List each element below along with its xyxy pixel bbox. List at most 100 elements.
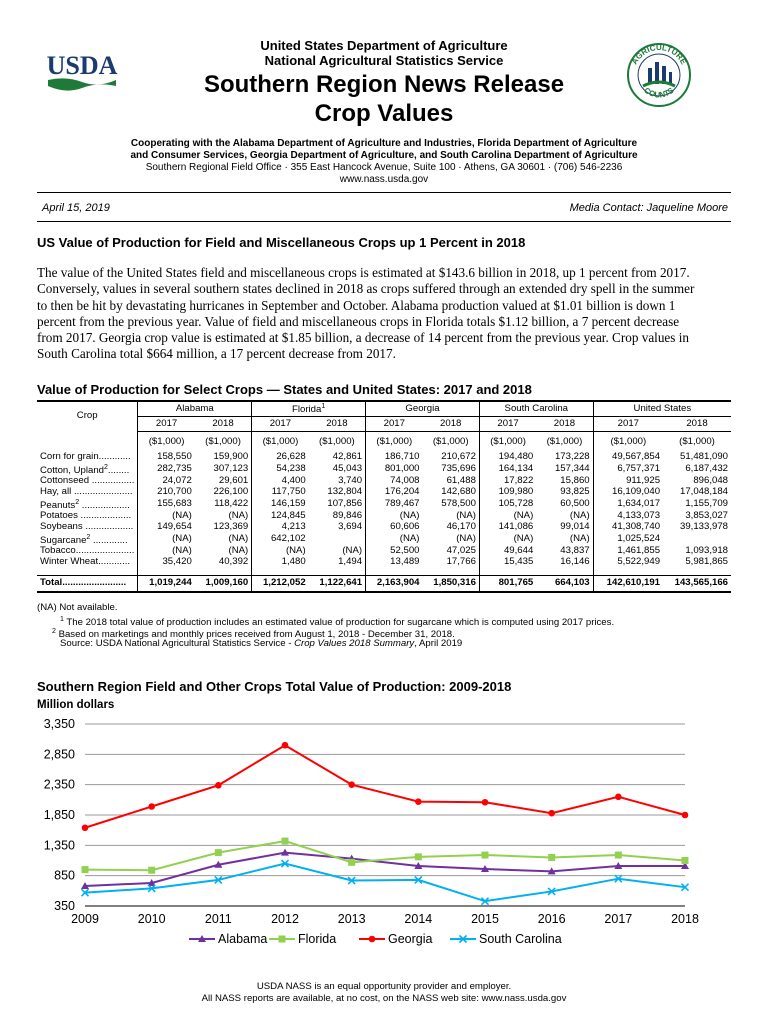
value-cell: (NA) [478,532,537,547]
y-tick-label: 350 [54,899,75,913]
value-cell: 93,825 [560,485,590,497]
total-value-cell: 143,565,166 [663,574,731,593]
crop-label: Sugarcane [40,534,87,546]
badge-text-bottom: COUNTS [642,85,676,99]
data-point-alabama [614,861,623,869]
crop-label: Peanuts [40,499,76,511]
value-cell: 13,489 [365,556,423,575]
value-cell: 124,845 [251,511,309,522]
value-cell: 49,567,854 [592,451,664,463]
year-header-row: 2017 2018 2017 2018 2017 2018 2017 2018 2017 2018 [37,416,731,432]
agency-name: United States Department of Agriculture [260,38,508,53]
data-point-alabama [547,867,556,875]
crop-label: Winter Wheat............ [40,555,131,567]
unit-cell: ($1,000) [478,431,537,452]
value-cell: 149,654 [137,521,195,533]
florida-footnote-mark: 1 [321,403,326,411]
legend-marker-florida [278,935,286,943]
value-cell: 735,696 [441,463,476,475]
value-cell: 74,008 [365,476,423,487]
series-line-alabama [84,851,685,887]
legend-marker-georgia [368,935,376,943]
value-cell: (NA) [456,510,476,522]
value-cell: 141,086 [478,521,537,533]
note-2-mark: 2 [52,628,56,635]
legend-label-georgia: Georgia [388,932,433,946]
x-tick-label: 2018 [671,912,699,926]
value-cell: 1,461,855 [592,546,664,557]
total-value-cell: 1,850,316 [422,574,480,593]
value-cell: 123,369 [213,520,249,532]
footnote-mark: 2 [75,498,80,506]
data-point-south-carolina [414,875,423,884]
legend-marker-alabama [198,935,206,942]
series-line-florida [84,840,686,872]
crop-label: Tobacco...................... [40,545,135,557]
state-header-united-states: United States [592,400,731,417]
crop-label: Soybeans .................. [40,520,134,532]
year-header: 2017 [365,416,423,432]
data-point-alabama [214,860,223,868]
office-address: Southern Regional Field Office · 355 Eas… [145,162,623,173]
y-tick-label: 3,350 [44,717,75,731]
year-header: 2018 [536,416,594,432]
year-header: 2018 [308,416,366,432]
year-header: 2018 [663,416,731,432]
release-subtitle: Crop Values [314,100,454,127]
data-point-alabama [147,878,156,886]
note-1-mark: 1 [60,616,64,623]
usda-logo: USDA [46,50,118,94]
crop-name: Cotton, Upland2........ [37,463,138,477]
value-cell: 158,550 [137,451,195,463]
value-cell: 6,757,371 [592,462,664,477]
value-cell: 789,467 [365,497,423,512]
crop-name: Hay, all ...................... [37,485,138,498]
note-2-text: Based on marketings and monthly prices r… [55,629,455,641]
crop-label: Hay, all ...................... [40,485,133,497]
footer-line-2: All NASS reports are available, at no co… [201,993,567,1004]
value-cell: 1,155,709 [685,498,728,510]
total-value-cell: 801,765 [478,574,537,593]
value-cell: 194,480 [478,451,537,463]
body-line: Conversely, values in several southern s… [37,281,695,297]
value-cell: 210,700 [137,486,195,498]
data-point-georgia [481,798,489,806]
table-row: Peanuts2 .................. 155,683 118,42… [37,497,731,512]
state-header-georgia: Georgia [365,400,480,417]
total-value-cell: 1,009,160 [194,574,252,593]
value-cell: 109,980 [478,486,537,498]
website[interactable]: www.nass.usda.gov [339,174,429,185]
usda-logo-text: USDA [47,51,118,80]
cooperation-line-2: and Consumer Services, Georgia Departmen… [130,150,638,161]
year-header: 2017 [592,416,664,432]
value-cell: 911,925 [592,476,664,487]
crop-label: Corn for grain............ [40,451,131,462]
state-header-florida: Florida1 [251,400,366,417]
svg-text:COUNTS: COUNTS [642,85,676,99]
legend-marker-south-carolina [458,934,468,944]
value-cell: 142,680 [441,485,476,497]
value-cell: 226,100 [213,485,249,497]
value-cell: 1,025,524 [592,532,664,547]
agriculture-counts-badge: AGRICULTURE COUNTS [626,42,692,108]
value-cell: 60,606 [365,521,423,533]
unit-cell: ($1,000) [592,431,664,452]
series-line-georgia [84,744,686,829]
data-point-georgia [148,803,155,810]
value-cell: 17,766 [446,555,476,567]
note-1-text: The 2018 total value of production inclu… [63,617,615,629]
data-point-south-carolina [147,884,156,893]
data-point-florida [214,849,222,857]
legend-label-florida: Florida [298,932,336,946]
value-cell: 1,093,918 [685,545,728,557]
value-cell: 4,400 [251,476,309,487]
value-cell: 49,644 [478,546,537,557]
data-point-alabama [81,881,89,889]
value-cell: 3,740 [338,475,363,487]
crop-label: Potatoes ................... [40,510,132,522]
value-cell: (NA) [569,533,590,545]
value-cell: 29,601 [218,475,249,487]
value-cell: 5,981,865 [685,555,728,567]
crop-name: Peanuts2 .................. [37,498,138,512]
media-contact: Media Contact: Jaqueline Moore [569,202,728,214]
